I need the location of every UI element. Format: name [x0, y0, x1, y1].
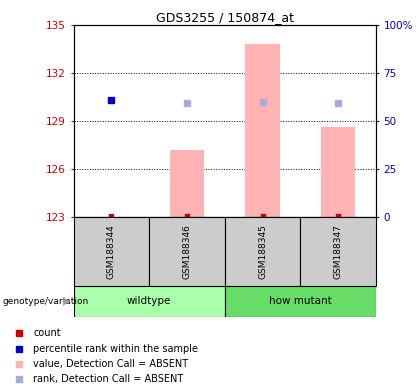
Text: GSM188346: GSM188346: [182, 224, 192, 279]
Bar: [170, 150, 204, 217]
Bar: [225, 286, 376, 317]
Bar: [74, 217, 149, 286]
Text: GSM188347: GSM188347: [333, 224, 343, 279]
Text: genotype/variation: genotype/variation: [2, 297, 88, 306]
Text: percentile rank within the sample: percentile rank within the sample: [33, 344, 198, 354]
Bar: [300, 217, 376, 286]
Text: rank, Detection Call = ABSENT: rank, Detection Call = ABSENT: [33, 374, 183, 384]
Bar: [149, 217, 225, 286]
Text: count: count: [33, 328, 60, 338]
Text: how mutant: how mutant: [269, 296, 332, 306]
Bar: [321, 127, 355, 217]
Text: GSM188344: GSM188344: [107, 224, 116, 279]
Bar: [225, 217, 300, 286]
Bar: [246, 44, 280, 217]
Bar: [74, 286, 225, 317]
Text: value, Detection Call = ABSENT: value, Detection Call = ABSENT: [33, 359, 188, 369]
Text: wildtype: wildtype: [127, 296, 171, 306]
Title: GDS3255 / 150874_at: GDS3255 / 150874_at: [156, 11, 294, 24]
Text: GSM188345: GSM188345: [258, 224, 267, 279]
